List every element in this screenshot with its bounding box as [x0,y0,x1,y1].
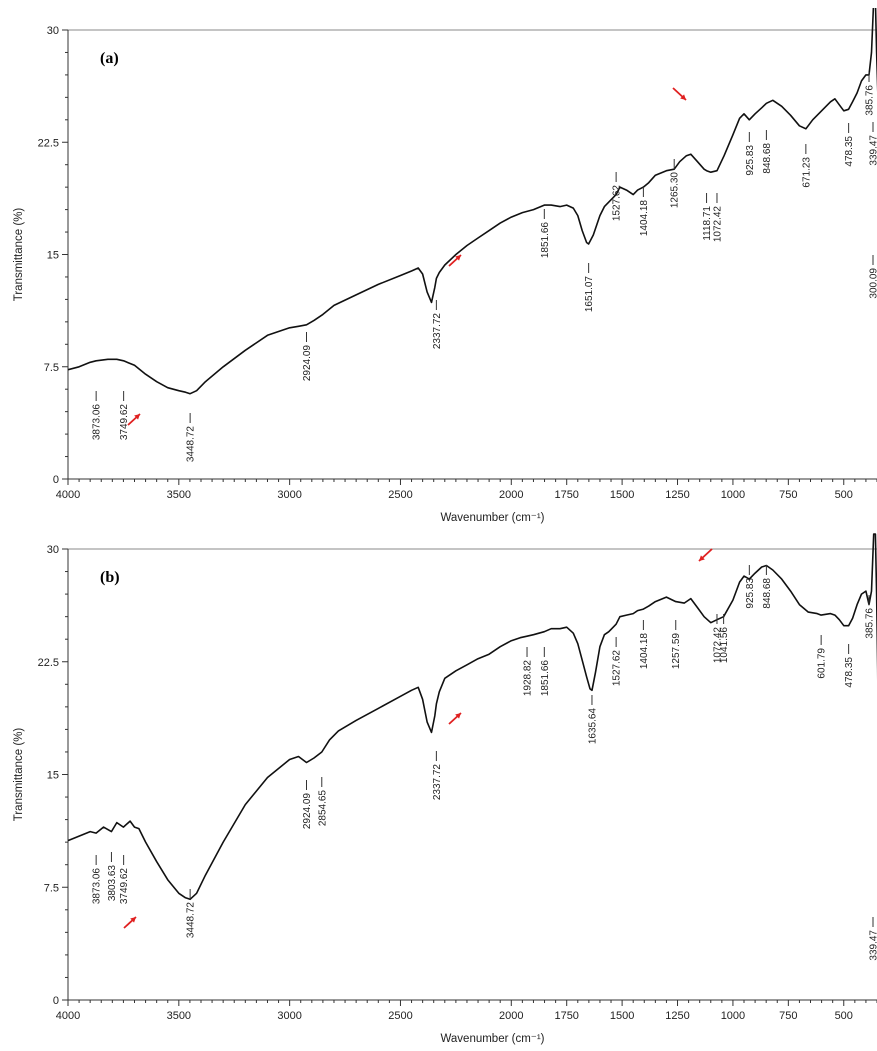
peak-label: 3873.06 [92,868,103,905]
peak-label: 339.47 [869,930,877,961]
peak-label: 1651.07 [584,276,595,313]
peak-label: 2337.72 [432,313,443,350]
x-tick-label: 3000 [277,1010,301,1022]
y-tick-label: 30 [47,544,59,556]
peak-label: 1118.71 [702,206,713,241]
x-axis-title: Wavenumber (cm⁻¹) [440,512,544,524]
x-tick-label: 750 [779,1010,797,1022]
x-tick-label: 1000 [721,489,745,501]
peak-label: 925.83 [745,578,756,609]
x-axis-title: Wavenumber (cm⁻¹) [440,1033,544,1045]
peak-label: 1851.66 [540,222,551,259]
chart-panel: 0 7.5 15 22.5 30 4000 3500 3000 2500 2000 1750 1500… [13,0,877,524]
peak-label: 1072.42 [712,206,723,243]
x-tick-label: 3000 [277,489,301,501]
y-tick-label: 0 [53,995,59,1007]
peak-label: 300.09 [869,268,877,299]
peak-label: 925.83 [745,145,756,176]
peak-label: 1404.18 [639,200,650,237]
panel-label: (b) [100,569,120,586]
peak-label: 1404.18 [639,633,650,670]
peak-label: 3803.63 [107,865,118,902]
peak-label: 385.76 [865,85,876,116]
peak-label: 3448.72 [186,902,197,939]
peak-label: 478.35 [844,657,855,688]
x-tick-label: 500 [835,489,853,501]
x-tick-label: 3500 [167,489,191,501]
y-axis-title: Transmittance (%) [13,728,25,822]
x-tick-label: 1500 [610,489,634,501]
chart-panel: 0 7.5 15 22.5 30 4000 3500 3000 2500 2000 1750 1500… [13,534,877,1045]
x-tick-label: 2500 [388,489,412,501]
y-axis-title: Transmittance (%) [13,208,25,302]
peak-label: 1041.56 [719,627,730,664]
peak-label: 2337.72 [432,764,443,801]
peak-label: 385.76 [865,608,876,639]
peak-label: 3873.06 [92,404,103,441]
peak-label: 2854.65 [317,790,328,827]
peak-label: 1257.59 [671,633,682,670]
x-tick-label: 1000 [721,1010,745,1022]
y-tick-label: 22.5 [38,137,59,149]
y-tick-label: 22.5 [38,657,59,669]
peak-label: 1265.30 [670,172,681,209]
peak-label: 1527.62 [612,185,623,222]
peak-label: 601.79 [817,648,828,679]
x-tick-label: 1250 [665,489,689,501]
spectrum-line [68,0,877,394]
peak-label: 3749.62 [119,404,130,441]
x-tick-label: 500 [835,1010,853,1022]
x-tick-label: 2000 [499,1010,523,1022]
y-tick-label: 30 [47,25,59,37]
peak-label: 1527.62 [612,650,623,687]
y-tick-label: 15 [47,250,59,262]
peak-label: 1851.66 [540,660,551,697]
peak-label: 2924.09 [302,793,313,830]
panel-label: (a) [100,50,119,67]
x-tick-label: 4000 [56,489,80,501]
x-tick-label: 4000 [56,1010,80,1022]
peak-label: 848.68 [762,578,773,609]
peak-label: 2924.09 [302,345,313,382]
y-tick-label: 7.5 [44,362,59,374]
y-tick-label: 0 [53,474,59,486]
y-tick-label: 15 [47,770,59,782]
x-tick-label: 750 [779,489,797,501]
x-tick-label: 1750 [554,1010,578,1022]
peak-label: 1635.64 [587,708,598,745]
peak-label: 848.68 [762,143,773,174]
y-tick-label: 7.5 [44,882,59,894]
peak-label: 3749.62 [119,868,130,905]
x-tick-label: 1750 [554,489,578,501]
x-tick-label: 3500 [167,1010,191,1022]
peak-label: 1928.82 [523,660,534,697]
peak-label: 478.35 [844,136,855,167]
x-tick-label: 1500 [610,1010,634,1022]
x-tick-label: 1250 [665,1010,689,1022]
peak-label: 339.47 [869,135,877,166]
peak-label: 671.23 [801,157,812,188]
peak-label: 3448.72 [186,426,197,463]
x-tick-label: 2000 [499,489,523,501]
x-tick-label: 2500 [388,1010,412,1022]
